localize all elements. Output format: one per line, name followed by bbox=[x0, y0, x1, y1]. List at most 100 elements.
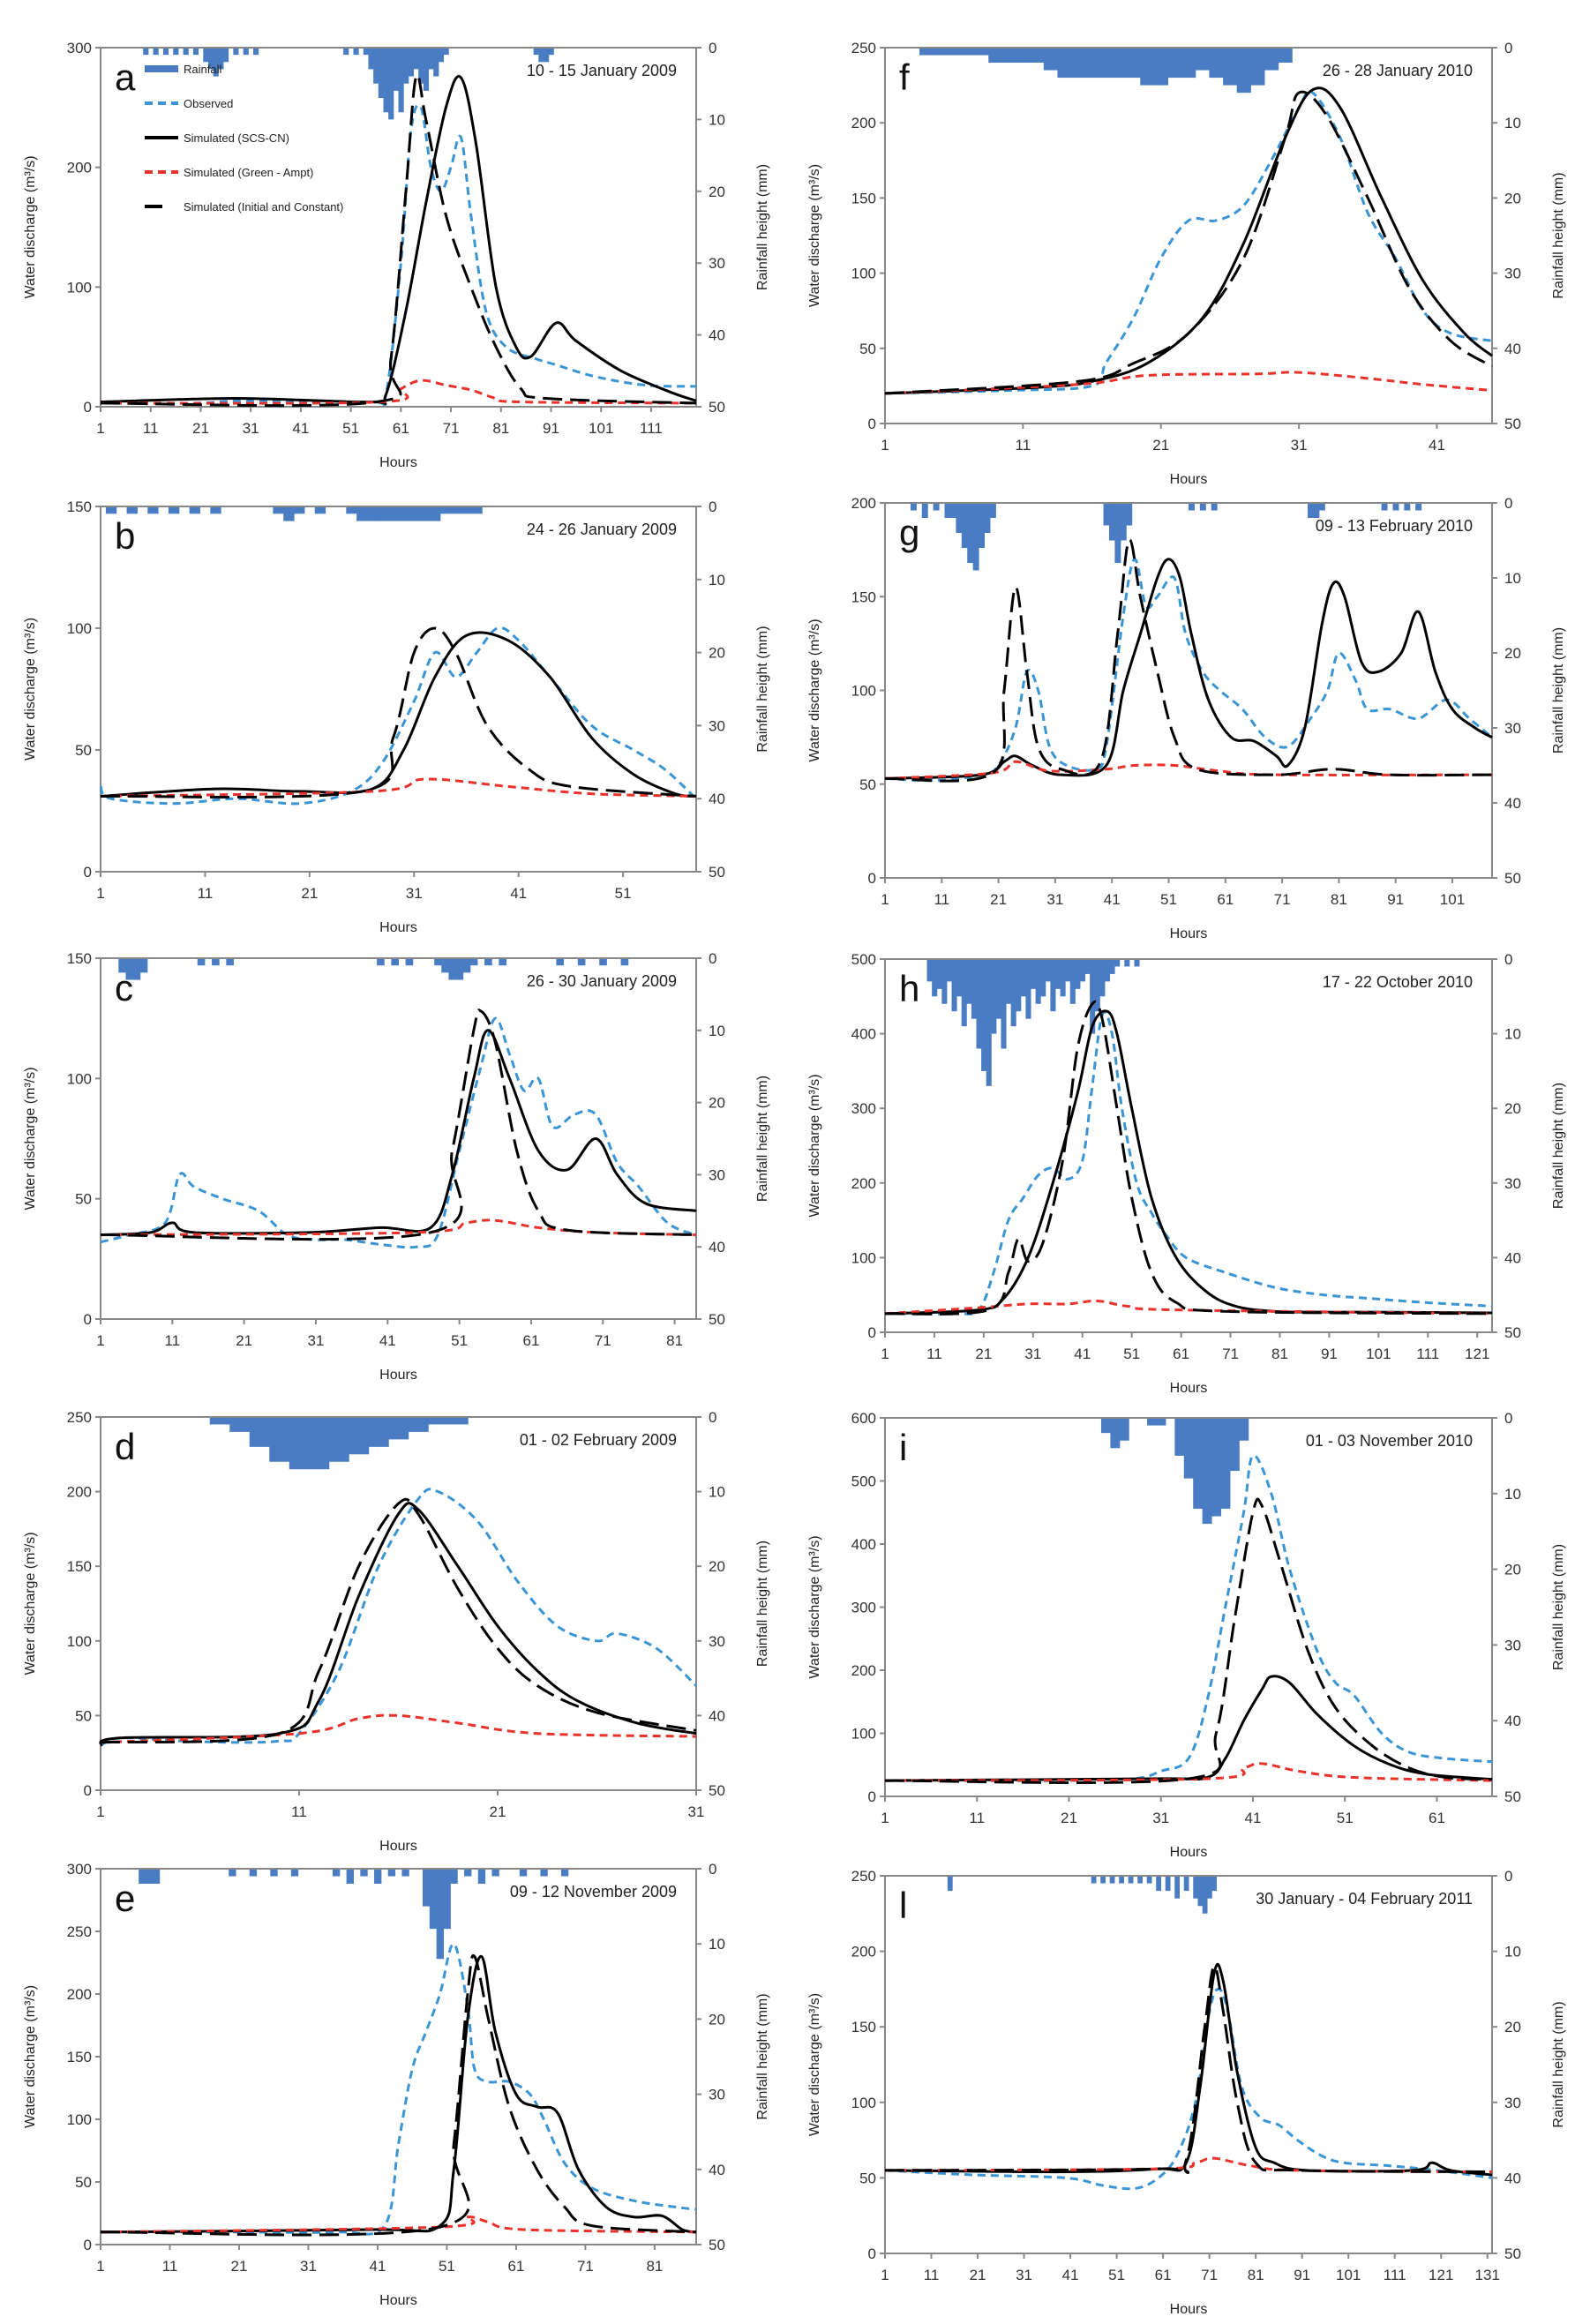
panel-date: 30 January - 04 February 2011 bbox=[1256, 1890, 1473, 1908]
rain-bar bbox=[1020, 959, 1026, 997]
rain-bar bbox=[343, 48, 349, 56]
x-tick-label: 61 bbox=[1155, 2267, 1172, 2283]
rain-bar bbox=[1146, 1876, 1152, 1884]
rain-bar bbox=[1100, 1418, 1111, 1434]
rain-bar bbox=[218, 48, 224, 70]
series-ga bbox=[884, 371, 1493, 395]
x-axis-label: Hours bbox=[379, 455, 417, 470]
rain-bar bbox=[1181, 48, 1196, 79]
rain-tick-label: 30 bbox=[1504, 720, 1521, 737]
rain-bar bbox=[1211, 1418, 1221, 1517]
rain-bar bbox=[162, 48, 169, 56]
rain-bar bbox=[368, 48, 374, 70]
y-tick-label: 100 bbox=[851, 1249, 876, 1266]
rain-bar bbox=[439, 506, 452, 514]
rain-bar bbox=[1016, 48, 1031, 64]
rain-bar bbox=[1195, 48, 1210, 71]
x-tick-label: 61 bbox=[507, 2258, 524, 2275]
y-tick-label: 100 bbox=[67, 2111, 92, 2128]
y-tick-label: 250 bbox=[851, 1868, 876, 1885]
y-tick-label: 100 bbox=[67, 279, 92, 296]
rain-bar bbox=[207, 48, 214, 70]
rain-tick-label: 20 bbox=[709, 1558, 725, 1575]
rain-bar bbox=[383, 48, 389, 113]
panel-date: 17 - 22 October 2010 bbox=[1323, 973, 1473, 991]
series-observed bbox=[884, 1454, 1493, 1782]
rain-bar bbox=[1094, 959, 1100, 1012]
x-tick-label: 1 bbox=[96, 2258, 104, 2275]
x-tick-label: 51 bbox=[1160, 891, 1177, 908]
series-scs bbox=[884, 1675, 1493, 1782]
series-ga bbox=[884, 1762, 1493, 1782]
rain-bar bbox=[577, 958, 586, 966]
y-tick-label: 100 bbox=[67, 1070, 92, 1087]
rain-bar bbox=[1084, 48, 1099, 79]
y-tick-label: 200 bbox=[851, 495, 876, 512]
rain-bar bbox=[599, 958, 607, 966]
y-tick-label: 0 bbox=[84, 1782, 92, 1799]
x-tick-label: 21 bbox=[975, 1346, 992, 1362]
y-tick-label: 50 bbox=[75, 742, 92, 759]
plot-frame bbox=[884, 1875, 1493, 2254]
x-axis-label: Hours bbox=[1170, 472, 1208, 487]
series-observed bbox=[99, 626, 698, 806]
x-tick-label: 71 bbox=[1222, 1346, 1239, 1362]
rain-bar bbox=[1010, 959, 1016, 1027]
x-tick-label: 21 bbox=[1152, 437, 1169, 454]
x-tick-label: 71 bbox=[577, 2258, 594, 2275]
rain-bar bbox=[1174, 1418, 1185, 1456]
y-tick-label: 0 bbox=[868, 2245, 876, 2262]
rain-bar bbox=[1054, 959, 1061, 989]
rain-bar bbox=[1079, 959, 1086, 982]
x-tick-label: 1 bbox=[96, 420, 104, 437]
x-tick-label: 41 bbox=[1245, 1810, 1262, 1826]
rain-bar bbox=[976, 959, 982, 1049]
rain-bar bbox=[469, 958, 478, 966]
x-axis-label: Hours bbox=[1170, 926, 1208, 941]
rain-tick-label: 30 bbox=[1504, 266, 1521, 282]
rain-bar bbox=[309, 1417, 330, 1470]
series-ga bbox=[100, 2215, 697, 2234]
y-tick-label: 200 bbox=[851, 1175, 876, 1192]
y-tick-label: 200 bbox=[67, 1986, 92, 2003]
rain-bar bbox=[540, 1869, 548, 1877]
rain-bar bbox=[1211, 503, 1218, 511]
x-tick-label: 91 bbox=[1387, 891, 1404, 908]
y-tick-label: 50 bbox=[75, 2174, 92, 2191]
x-tick-label: 31 bbox=[1046, 891, 1063, 908]
panel-letter: i bbox=[899, 1427, 907, 1468]
rain-bar bbox=[1140, 48, 1155, 86]
rain-bar bbox=[1016, 959, 1022, 1012]
x-tick-label: 11 bbox=[969, 1810, 985, 1826]
rain-bar bbox=[1043, 48, 1058, 71]
x-tick-label: 41 bbox=[1074, 1346, 1091, 1362]
rain-axis-label: Rainfall height (mm) bbox=[755, 164, 770, 290]
series-ic bbox=[100, 1953, 697, 2237]
rain-bar bbox=[1278, 48, 1293, 64]
rain-bar bbox=[1113, 48, 1128, 79]
x-tick-label: 21 bbox=[236, 1332, 252, 1349]
legend: Rainfall Observed Simulated (SCS-CN) Simula… bbox=[145, 63, 343, 214]
rain-tick-label: 30 bbox=[1504, 1637, 1521, 1653]
rain-tick-label: 10 bbox=[709, 1936, 725, 1953]
x-tick-label: 11 bbox=[926, 1346, 942, 1362]
rain-bar bbox=[1223, 48, 1238, 86]
rain-bar bbox=[366, 506, 379, 521]
x-tick-label: 51 bbox=[1108, 2267, 1125, 2283]
rain-bar bbox=[986, 959, 992, 1086]
rain-axis-label: Rainfall height (mm) bbox=[1551, 1083, 1566, 1209]
panel-date: 09 - 12 November 2009 bbox=[510, 1883, 677, 1900]
rain-bar bbox=[222, 48, 229, 63]
y-tick-label: 0 bbox=[84, 2237, 92, 2253]
rain-bar bbox=[543, 48, 550, 63]
series-scs bbox=[99, 1502, 697, 1747]
panel-letter: h bbox=[899, 968, 919, 1009]
x-tick-label: 11 bbox=[162, 2258, 178, 2275]
rain-bar bbox=[388, 48, 394, 120]
rain-bar bbox=[961, 48, 976, 56]
rain-bar bbox=[450, 506, 462, 514]
panel-date: 01 - 02 February 2009 bbox=[520, 1431, 677, 1449]
rain-bar bbox=[1229, 1418, 1240, 1472]
series-ga bbox=[100, 777, 697, 798]
rain-bar bbox=[1183, 1418, 1194, 1479]
